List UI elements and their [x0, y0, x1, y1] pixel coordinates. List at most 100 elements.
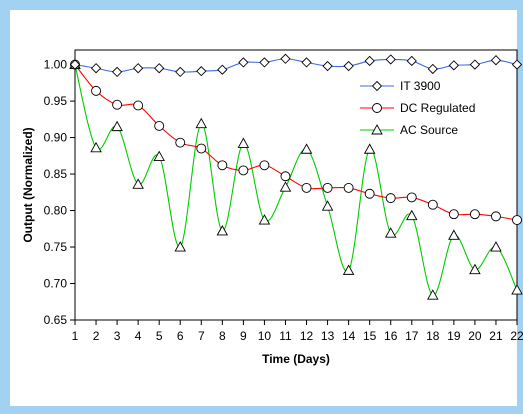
data-point [175, 137, 186, 148]
data-point [406, 192, 417, 203]
data-point [343, 182, 354, 193]
data-point [405, 209, 418, 221]
data-point [491, 211, 501, 222]
data-point [364, 188, 375, 199]
x-tick-label: 22 [510, 329, 523, 343]
data-point [238, 57, 249, 68]
data-point [112, 99, 123, 110]
data-point [427, 199, 438, 210]
legend-label: AC Source [400, 123, 458, 137]
data-point [175, 66, 186, 78]
x-tick-label: 13 [321, 329, 335, 343]
data-point [385, 193, 396, 204]
x-tick-label: 14 [342, 329, 356, 343]
data-point [384, 227, 397, 238]
data-point [364, 55, 375, 67]
x-tick-label: 2 [93, 329, 100, 343]
series-line-it-3900 [74, 58, 518, 73]
y-tick-label: 0.85 [44, 167, 68, 181]
x-tick-label: 17 [405, 329, 419, 343]
data-point [174, 241, 187, 252]
data-point [406, 55, 417, 67]
y-tick-label: 0.65 [44, 313, 68, 327]
data-point [237, 137, 250, 148]
data-point [342, 264, 355, 275]
data-point [279, 181, 292, 192]
data-point [91, 85, 101, 96]
data-point [469, 209, 480, 220]
x-tick-label: 3 [114, 329, 121, 343]
legend-marker [371, 124, 383, 135]
plot-border [74, 49, 518, 321]
x-tick-label: 16 [384, 329, 398, 343]
data-point [321, 200, 334, 211]
x-tick-label: 6 [177, 329, 184, 343]
data-point [195, 117, 208, 129]
x-axis-title: Time (Days) [262, 352, 330, 366]
data-point [280, 53, 291, 64]
x-tick-label: 15 [363, 329, 377, 343]
x-tick-label: 10 [258, 329, 272, 343]
x-tick-label: 4 [135, 329, 142, 343]
y-tick-label: 0.75 [44, 240, 68, 254]
data-point [216, 225, 229, 236]
data-point [153, 150, 165, 161]
x-tick-label: 9 [240, 329, 247, 343]
data-point [154, 63, 165, 74]
data-point [469, 59, 481, 70]
data-point [154, 120, 165, 131]
legend-label: IT 3900 [400, 79, 441, 93]
data-point [238, 165, 249, 176]
y-axis-title: Output (Normalized) [21, 127, 35, 242]
data-point [469, 263, 481, 275]
legend-marker [371, 80, 383, 92]
data-point [427, 289, 439, 300]
data-point [69, 59, 81, 70]
data-point [132, 178, 144, 189]
data-point [259, 160, 270, 171]
data-point [448, 60, 459, 71]
data-point [448, 209, 459, 220]
y-tick-label: 1.00 [44, 58, 68, 72]
x-tick-label: 18 [426, 329, 440, 343]
data-point [111, 120, 123, 132]
x-tick-label: 12 [300, 329, 314, 343]
legend-label: DC Regulated [400, 101, 475, 115]
y-tick-label: 0.80 [44, 204, 68, 218]
data-point [301, 182, 312, 193]
data-point [111, 66, 123, 78]
data-point [90, 63, 102, 74]
data-point [217, 64, 228, 75]
data-point [280, 171, 291, 182]
data-point [490, 55, 502, 66]
data-point [322, 60, 333, 72]
data-point [300, 143, 313, 154]
data-point [133, 100, 144, 111]
data-point [322, 182, 333, 193]
x-tick-label: 21 [489, 329, 503, 343]
legend-marker [372, 103, 382, 113]
series-line-dc-regulated [74, 64, 518, 221]
x-tick-label: 7 [198, 329, 205, 343]
y-tick-label: 0.70 [44, 277, 68, 291]
data-point [343, 60, 354, 72]
x-tick-label: 5 [156, 329, 163, 343]
x-tick-label: 1 [72, 329, 79, 343]
x-tick-label: 20 [468, 329, 482, 343]
data-point [511, 59, 523, 70]
x-tick-label: 11 [279, 329, 292, 343]
data-point [259, 57, 270, 68]
data-point [301, 57, 312, 68]
data-point [217, 160, 228, 171]
data-point [196, 143, 207, 154]
data-point [258, 214, 271, 225]
data-point [490, 241, 502, 252]
data-point [427, 63, 438, 75]
x-tick-label: 19 [447, 329, 461, 343]
data-point [90, 141, 102, 153]
x-tick-label: 8 [219, 329, 226, 343]
data-point [363, 143, 376, 154]
chart-area-background [10, 10, 517, 406]
